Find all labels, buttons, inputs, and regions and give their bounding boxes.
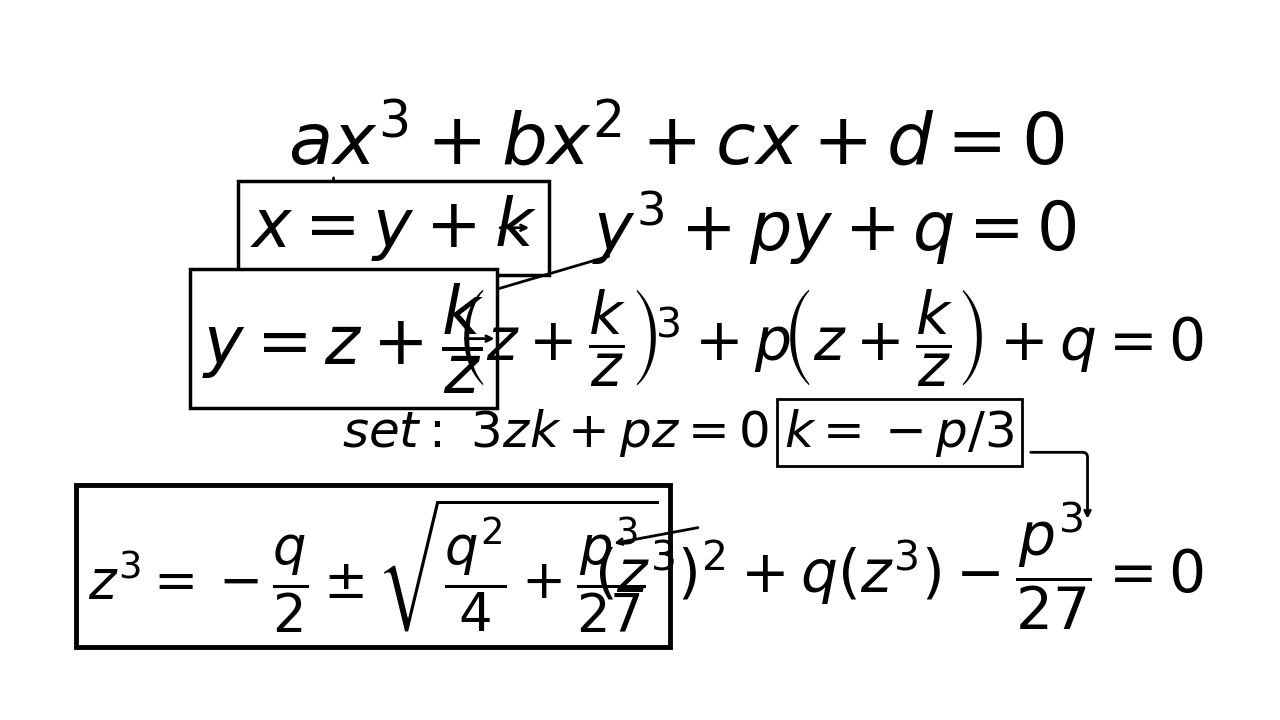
Text: $(z^3)^2 + q(z^3) - \dfrac{p^3}{27} = 0$: $(z^3)^2 + q(z^3) - \dfrac{p^3}{27} = 0$ xyxy=(594,500,1204,631)
Text: $x = y + k$: $x = y + k$ xyxy=(250,193,536,263)
Text: $z^3 = -\dfrac{q}{2} \pm \sqrt{\dfrac{q^2}{4} + \dfrac{p^3}{27}}$: $z^3 = -\dfrac{q}{2} \pm \sqrt{\dfrac{q^… xyxy=(88,497,659,635)
Text: $\left(z + \dfrac{k}{z}\right)^{\!3} + p\!\left(z + \dfrac{k}{z}\right) + q = 0$: $\left(z + \dfrac{k}{z}\right)^{\!3} + p… xyxy=(456,288,1203,389)
Text: $\mathit{set}{:}\ 3zk + pz = 0 \rightarrow$: $\mathit{set}{:}\ 3zk + pz = 0 \rightarr… xyxy=(342,407,822,459)
Text: $k = -p/3$: $k = -p/3$ xyxy=(785,407,1014,459)
Text: $ax^3 + bx^2 + cx + d = 0$: $ax^3 + bx^2 + cx + d = 0$ xyxy=(288,109,1064,181)
Text: $y^3 + py + q = 0$: $y^3 + py + q = 0$ xyxy=(593,189,1076,267)
Text: $y = z + \dfrac{k}{z}$: $y = z + \dfrac{k}{z}$ xyxy=(202,282,485,396)
